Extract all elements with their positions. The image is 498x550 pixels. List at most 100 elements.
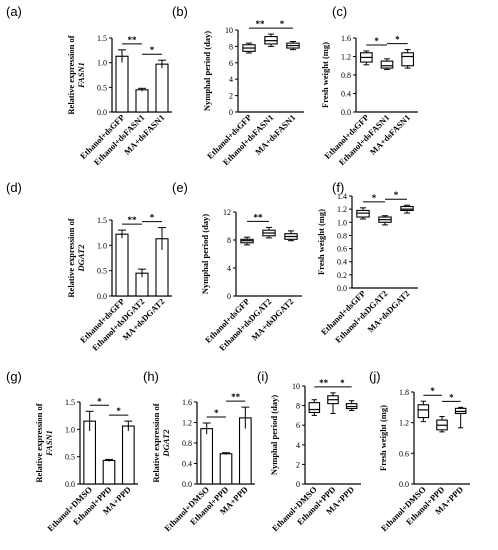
bar	[115, 55, 129, 113]
panel-g: (g) 0.0 0.5 1.0 1.5 Relative expression of FAS…	[6, 369, 138, 533]
box	[308, 402, 321, 414]
y-tick-label: 0.0	[65, 480, 75, 489]
y-tick-label: 1.8	[399, 388, 409, 397]
y-axis-label: Relative expression of	[66, 35, 76, 114]
significance-label: *	[214, 408, 219, 418]
panel-label: (a)	[6, 4, 22, 19]
y-tick-label: 1.0	[97, 241, 107, 250]
y-tick-label: 1.5	[97, 34, 107, 43]
y-tick-label: 4	[296, 441, 300, 450]
y-axis-label: Nymphal period (day)	[202, 31, 212, 111]
significance-label: **	[128, 215, 138, 225]
y-tick-label: 12	[223, 208, 231, 217]
y-tick-label: 8	[296, 402, 300, 411]
y-tick-label: 4	[227, 264, 231, 273]
significance-label: **	[254, 212, 264, 222]
y-tick-label: 2	[229, 92, 233, 101]
y-tick-label: 1.6	[182, 398, 192, 407]
panel-label: (h)	[143, 369, 159, 384]
panel-label: (g)	[6, 369, 22, 384]
y-axis-label: Fresh weight (mg)	[316, 209, 326, 275]
panel-f: (f) 0.0 0.2 0.4 0.6 0.8 1.0 1.2 1.4 Fresh weight …	[316, 180, 418, 345]
significance-label: *	[340, 378, 345, 388]
y-tick-label: 10	[225, 26, 233, 35]
box	[356, 209, 370, 218]
panel-label: (c)	[332, 4, 347, 19]
y-tick-label: 0.4	[182, 460, 192, 469]
y-tick-label: 0.0	[337, 284, 347, 293]
bar	[102, 459, 116, 485]
y-tick-label: 0	[229, 108, 233, 117]
significance-label: *	[116, 406, 121, 416]
y-tick-label: 0.0	[97, 108, 107, 117]
y-tick-label: 1.2	[341, 53, 351, 62]
y-tick-label: 6	[229, 59, 233, 68]
y-axis-label-gene: FASN1	[44, 430, 54, 457]
significance-label: *	[150, 213, 155, 223]
y-tick-label: 1.4	[337, 192, 347, 201]
bar	[155, 63, 169, 113]
significance-label: *	[394, 190, 399, 200]
panel-label: (j)	[369, 369, 381, 384]
y-axis-label: Relative expression of	[151, 403, 161, 482]
y-tick-label: 0.0	[399, 480, 409, 489]
y-tick-label: 0.8	[182, 439, 192, 448]
y-tick-label: 0.6	[337, 245, 347, 254]
significance-label: **	[128, 35, 138, 45]
y-tick-label: 0.0	[341, 108, 351, 117]
y-tick-label: 4	[229, 75, 233, 84]
y-axis-label: Nymphal period (day)	[200, 214, 210, 294]
y-tick-label: 0	[227, 292, 231, 301]
significance-label: **	[231, 392, 241, 402]
y-axis-label-gene: DGAT2	[76, 244, 86, 273]
y-tick-label: 1.5	[97, 216, 107, 225]
significance-label: *	[372, 193, 377, 203]
y-axis-label-gene: FASN1	[76, 62, 86, 89]
y-tick-label: 1.0	[65, 425, 75, 434]
y-axis-label: Relative expression of	[66, 218, 76, 297]
panel-label: (b)	[172, 4, 188, 19]
box	[401, 52, 415, 67]
y-tick-label: 0.8	[341, 71, 351, 80]
panel-d: (d) 0.0 0.5 1.0 1.5 Relative expression of DGA…	[6, 180, 172, 353]
bar	[219, 453, 233, 485]
significance-label: *	[280, 19, 285, 29]
y-tick-label: 0.6	[399, 449, 409, 458]
y-tick-label: 0.4	[341, 90, 351, 99]
y-tick-label: 1.0	[337, 218, 347, 227]
y-axis-label-gene: DGAT2	[161, 429, 171, 458]
significance-label: *	[150, 45, 155, 55]
y-tick-label: 1.5	[65, 398, 75, 407]
bar	[115, 233, 129, 297]
y-axis-label: Fresh weight (mg)	[320, 42, 330, 108]
y-tick-label: 10	[292, 382, 300, 391]
significance-label: **	[256, 19, 266, 29]
y-tick-label: 8	[227, 236, 231, 245]
y-tick-label: 0.0	[97, 292, 107, 301]
y-tick-label: 0.0	[182, 480, 192, 489]
panel-label: (i)	[257, 369, 269, 384]
significance-label: *	[97, 396, 102, 406]
significance-label: *	[374, 36, 379, 46]
box	[417, 404, 430, 419]
y-tick-label: 1.2	[399, 419, 409, 428]
y-tick-label: 0.5	[97, 267, 107, 276]
panel-label: (e)	[172, 180, 188, 195]
bar	[135, 89, 149, 113]
y-tick-label: 1.2	[182, 419, 192, 428]
significance-label: *	[449, 392, 454, 402]
y-axis-label: Fresh weight (mg)	[378, 405, 388, 471]
significance-label: **	[319, 378, 329, 388]
y-tick-label: 0.5	[65, 453, 75, 462]
y-tick-label: 1.0	[97, 59, 107, 68]
y-tick-label: 1.6	[341, 34, 351, 43]
y-tick-label: 0.4	[337, 258, 347, 267]
y-tick-label: 0.2	[337, 271, 347, 280]
y-axis-label: Relative expression of	[34, 403, 44, 482]
bar	[200, 428, 214, 485]
significance-label: *	[395, 35, 400, 45]
